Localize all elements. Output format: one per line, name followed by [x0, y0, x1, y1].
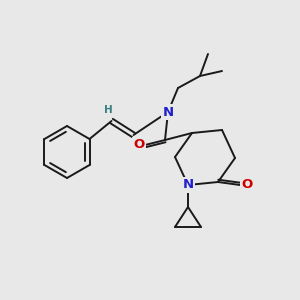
- Text: H: H: [131, 141, 140, 151]
- Text: N: N: [182, 178, 194, 191]
- Text: H: H: [104, 105, 113, 115]
- Text: O: O: [134, 139, 145, 152]
- Text: N: N: [162, 106, 174, 118]
- Text: O: O: [242, 178, 253, 191]
